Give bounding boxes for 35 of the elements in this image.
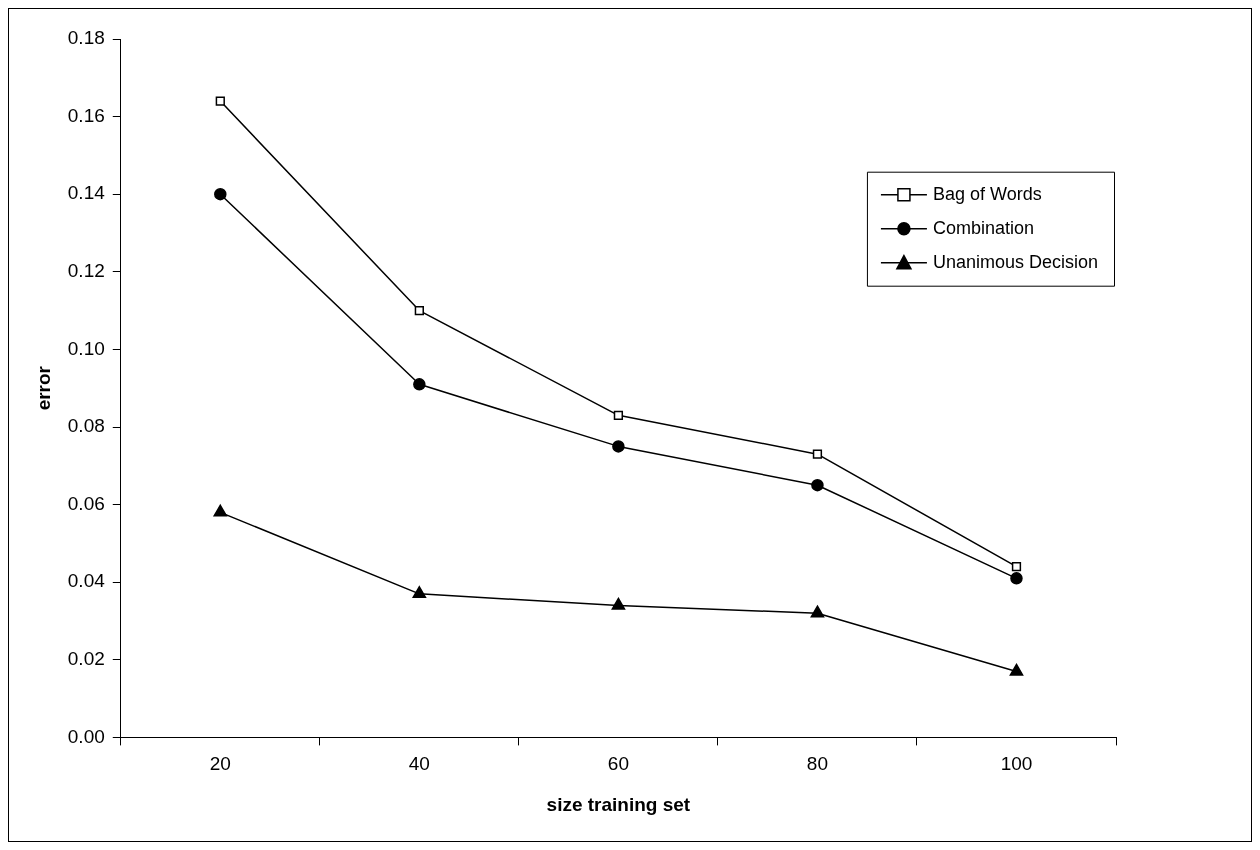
point	[413, 378, 426, 391]
legend-label: Bag of Words	[932, 183, 1042, 204]
point	[1011, 562, 1022, 572]
legend-label: Unanimous Decision	[932, 251, 1098, 272]
x-tick-label: 80	[806, 753, 828, 775]
y-tick-label: 0.16	[67, 104, 105, 126]
y-tick-label: 0.04	[67, 570, 106, 592]
y-tick-label: 0.14	[67, 182, 106, 204]
point	[812, 449, 823, 459]
point	[412, 586, 427, 599]
point	[811, 478, 824, 492]
y-tick-label: 0.08	[67, 415, 105, 437]
x-tick-label: 60	[607, 753, 629, 775]
x-tick-label: 20	[209, 753, 231, 775]
x-tick-label: 100	[1000, 753, 1033, 775]
x-axis-title: size training set	[546, 793, 691, 815]
y-tick-label: 0.00	[67, 725, 105, 747]
x-tick-label: 40	[408, 753, 430, 775]
y-tick-label: 0.12	[67, 260, 105, 282]
point	[810, 605, 825, 618]
point	[1009, 663, 1024, 676]
point	[1010, 572, 1023, 585]
point	[612, 440, 625, 453]
y-tick-label: 0.10	[67, 337, 105, 359]
y-tick-label: 0.18	[67, 27, 105, 49]
y-tick-label: 0.02	[67, 648, 105, 670]
point	[613, 410, 624, 420]
point	[214, 187, 227, 201]
y-axis-title: error	[32, 365, 54, 411]
point	[611, 597, 626, 610]
legend-label: Combination	[932, 217, 1034, 238]
point	[414, 305, 424, 316]
y-tick-label: 0.06	[67, 492, 105, 514]
point	[215, 96, 225, 106]
point	[213, 504, 228, 517]
